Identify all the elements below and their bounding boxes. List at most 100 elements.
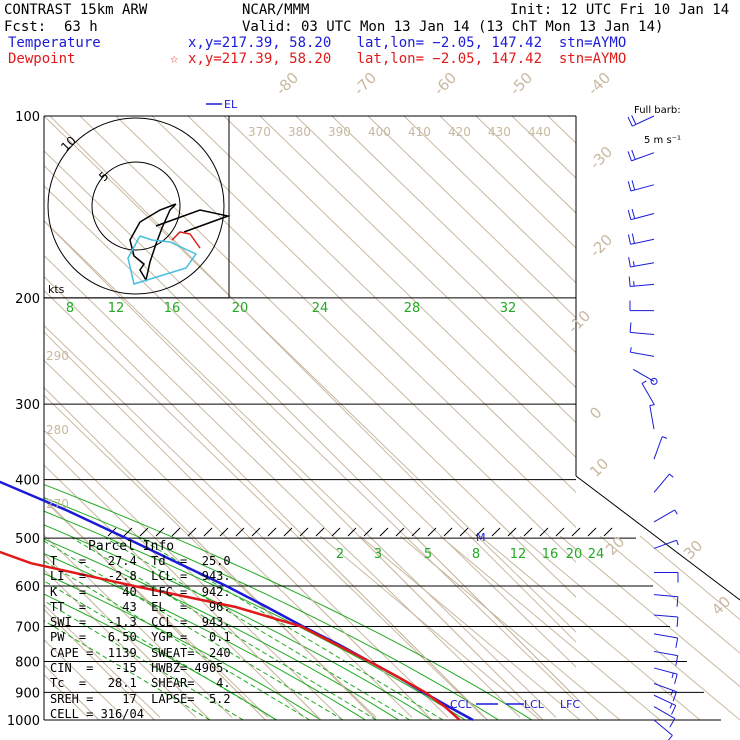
fcst-value: 63 h (64, 19, 98, 35)
isotherm-line (49, 116, 576, 643)
valid-time: Valid: 03 UTC Mon 13 Jan 14 (13 ChT Mon … (242, 19, 664, 35)
isotherm-low-line (416, 537, 599, 720)
mixing-ratio-line (72, 537, 377, 720)
wind-barb (649, 404, 655, 430)
wind-barb-flag (662, 436, 668, 439)
pressure-label: 400 (15, 474, 40, 489)
mixing-ratio-line (138, 537, 444, 720)
plot-frame-diagonal (575, 475, 740, 601)
cloud-hatch-mark (523, 527, 533, 537)
wind-barb (653, 473, 674, 493)
isotherm-low-line (249, 537, 433, 720)
wind-barb-flag (631, 115, 637, 125)
theta-low-line (599, 535, 740, 720)
theta-label-left: 270 (46, 497, 69, 511)
parcel-info-row: CIN = -15 HWBZ= 4905. (50, 661, 231, 676)
mixing-ratio-label: 5 (424, 547, 432, 562)
isotherm-low-line (44, 537, 100, 720)
cloud-hatch-mark (171, 527, 181, 537)
wind-barb (653, 682, 678, 702)
moist-adiabat-line (44, 538, 399, 720)
parcel-info-row: CELL = 316/04 (50, 706, 144, 721)
cloud-hatch-mark (315, 527, 325, 537)
wind-barb-flag (628, 276, 631, 287)
wind-barb (627, 208, 655, 221)
mixing-ratio-line (44, 537, 277, 720)
cloud-hatch-mark (379, 527, 389, 537)
isotherm-label: -40 (584, 69, 614, 99)
parcel-info-title: Parcel Info (88, 539, 175, 554)
hodo-trace-red (171, 231, 201, 249)
wind-barb-flag (675, 637, 679, 648)
level-marker-label: CCL (450, 698, 472, 711)
dry-adiabat-line (44, 359, 413, 718)
wind-barb (627, 149, 655, 162)
dry-adiabat-line (44, 534, 233, 718)
wind-barb-staff (653, 436, 663, 460)
cloud-hatch-mark (219, 527, 229, 537)
dry-adiabat-line (44, 429, 341, 718)
cloud-hatch-mark (555, 527, 565, 537)
wind-barb-staff (630, 212, 655, 221)
dry-adiabat-line (187, 116, 576, 494)
dry-adiabat-line (44, 464, 305, 718)
theta-label-top: 390 (328, 125, 351, 139)
moist-adiabat-line (44, 483, 533, 720)
wind-barb-staff (653, 706, 676, 719)
mixing-ratio-line (44, 537, 344, 720)
dry-adiabat-line (44, 150, 576, 668)
dry-adiabat-line (44, 185, 576, 703)
wind-barb-flag (671, 705, 677, 715)
parcel-info-row: CAPE = 1139 SWEAT= 240 (50, 645, 231, 660)
cloud-hatch-mark (363, 527, 373, 537)
theta-label-top: 400 (368, 125, 391, 139)
fcst-label: Fcst: (4, 19, 47, 35)
mixing-ratio-label: 20 (232, 301, 249, 316)
wind-barb (627, 233, 655, 245)
hodo-trace-cyan (127, 235, 198, 285)
wind-barb-flag (627, 209, 632, 220)
wind-barb (653, 594, 679, 607)
wind-barb (653, 719, 673, 740)
moist-adiabat-line (44, 572, 322, 720)
moist-adiabat-line (44, 497, 499, 720)
wind-barb (653, 539, 679, 549)
isotherm-label: 20 (602, 533, 628, 559)
pressure-label: 700 (15, 620, 40, 635)
wind-barb-staff (630, 184, 655, 192)
wind-barb-staff (641, 383, 655, 405)
dry-adiabat-line (44, 499, 269, 718)
wind-barb-staff (649, 405, 655, 430)
wind-barb-flag (675, 655, 679, 666)
parcel-info-row: K = 40 LFC = 942. (50, 584, 231, 599)
wind-barb-staff (653, 539, 677, 549)
wind-barb-staff (653, 719, 673, 736)
hodo-ring-inner (91, 161, 181, 251)
parcel-info-row: SWI = -1.3 CCL = 943. (50, 615, 231, 630)
hodo-ring-outer (47, 117, 225, 295)
theta-low-line (639, 535, 740, 720)
parcel-info-row: SREH = 17 LAPSE= 5.2 (50, 691, 231, 706)
wind-barb-flag (627, 116, 633, 127)
isotherm-low-line (83, 537, 266, 720)
theta-label-top: 420 (448, 125, 471, 139)
pressure-label: 800 (15, 655, 40, 670)
wind-barb-flag (676, 540, 679, 546)
hodo-trace-black (129, 203, 177, 282)
wind-barb-flag (671, 672, 674, 679)
pressure-label: 1000 (7, 714, 40, 729)
wind-legend-line2: 5 m s⁻¹ (644, 135, 681, 146)
parcel-info-row: TT = 43 EL = 96. (50, 599, 231, 614)
parcel-info-row: LI = -2.8 LCL = 943. (50, 569, 231, 584)
cloud-hatch-mark (475, 527, 485, 537)
wind-barb-flag (627, 151, 632, 162)
pressure-label: 600 (15, 580, 40, 595)
wind-barb (628, 257, 655, 268)
cloud-hatch-mark (123, 527, 133, 537)
wind-barb-staff (630, 351, 655, 357)
isotherm-low-line (44, 537, 155, 720)
isotherm-label: -50 (506, 69, 536, 99)
dry-adiabat-line (44, 604, 161, 718)
dry-adiabat-line (44, 220, 557, 718)
